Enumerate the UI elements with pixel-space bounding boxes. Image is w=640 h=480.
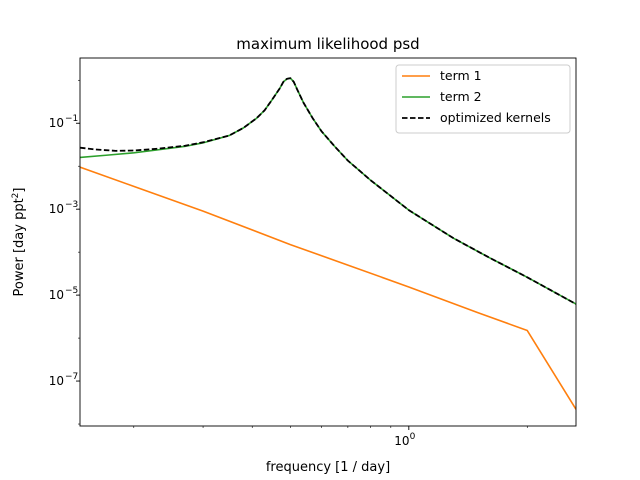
series-line-optimized-kernels — [80, 77, 576, 305]
y-tick-label: 10 — [49, 202, 64, 216]
y-tick-label-exponent: −1 — [65, 114, 78, 124]
y-tick-label: 10 — [49, 116, 64, 130]
x-tick-label: 100 — [394, 432, 415, 448]
y-tick-label-exponent: −7 — [65, 372, 78, 382]
y-axis-label-close: ] — [12, 188, 27, 193]
y-axis-label: Power [day ppt2] — [11, 188, 27, 297]
chart-title: maximum likelihood psd — [236, 35, 419, 53]
legend-label-optimized-kernels: optimized kernels — [440, 110, 551, 125]
y-axis-label-main: Power [day ppt — [12, 198, 27, 296]
y-tick-label: 10 — [49, 374, 64, 388]
legend-box — [395, 64, 571, 134]
series-layer — [80, 77, 576, 410]
legend: term 1 term 2 optimized kernels — [395, 64, 571, 134]
series-line-term-1 — [80, 166, 576, 410]
plot-frame — [79, 57, 577, 427]
legend-label-term-2: term 2 — [440, 89, 482, 104]
y-axis-label-superscript: 2 — [11, 193, 21, 199]
y-tick-label: 10 — [49, 288, 64, 302]
y-tick-label-exponent: −3 — [65, 200, 78, 210]
x-axis-label: frequency [1 / day] — [266, 460, 390, 475]
y-tick-label-exponent: −5 — [65, 286, 78, 296]
legend-label-term-1: term 1 — [440, 68, 482, 83]
